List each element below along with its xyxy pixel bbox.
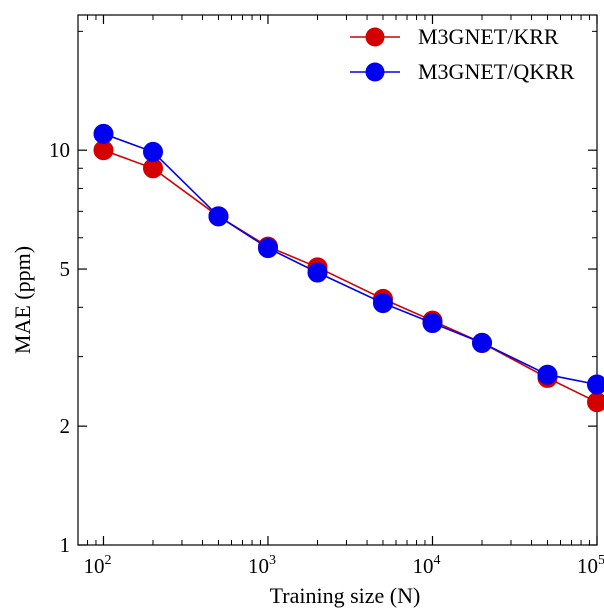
legend-marker-1 [365,62,385,82]
series-1-point [143,141,164,162]
series-layer [93,123,604,413]
series-1-point [257,238,278,259]
y-tick-label: 1 [60,533,71,557]
series-0-point [587,392,604,413]
legend-label-0: M3GNET/KRR [418,24,559,49]
x-axis-title: Training size (N) [270,583,421,608]
series-line-0 [103,149,598,403]
series-1-point [537,364,558,385]
y-tick-label: 5 [60,257,71,281]
x-tick-label: 105 [577,553,604,578]
series-1-point [422,313,443,334]
series-1-point [372,293,393,314]
x-tick-label: 103 [248,553,276,578]
y-tick-label: 2 [60,414,71,438]
axes-frame [77,14,598,546]
series-line-1 [103,133,598,386]
series-1-point [93,123,114,144]
y-axis-ticks: 1 2 5 10 [49,30,597,557]
legend-label-1: M3GNET/QKRR [418,59,575,84]
y-axis-title: MAE (ppm) [10,246,35,354]
plot-frame [77,14,598,546]
legend-marker-0 [365,27,385,47]
y-tick-label: 10 [49,138,70,162]
series-1-point [472,332,493,353]
x-axis-ticks: 102 103 104 105 [83,15,604,578]
x-tick-label: 102 [83,553,111,578]
series-1-point [587,374,604,395]
series-1-point [208,206,229,227]
series-1-point [307,262,328,283]
legend: M3GNET/KRR M3GNET/QKRR [350,24,575,84]
x-tick-label: 104 [412,553,440,578]
